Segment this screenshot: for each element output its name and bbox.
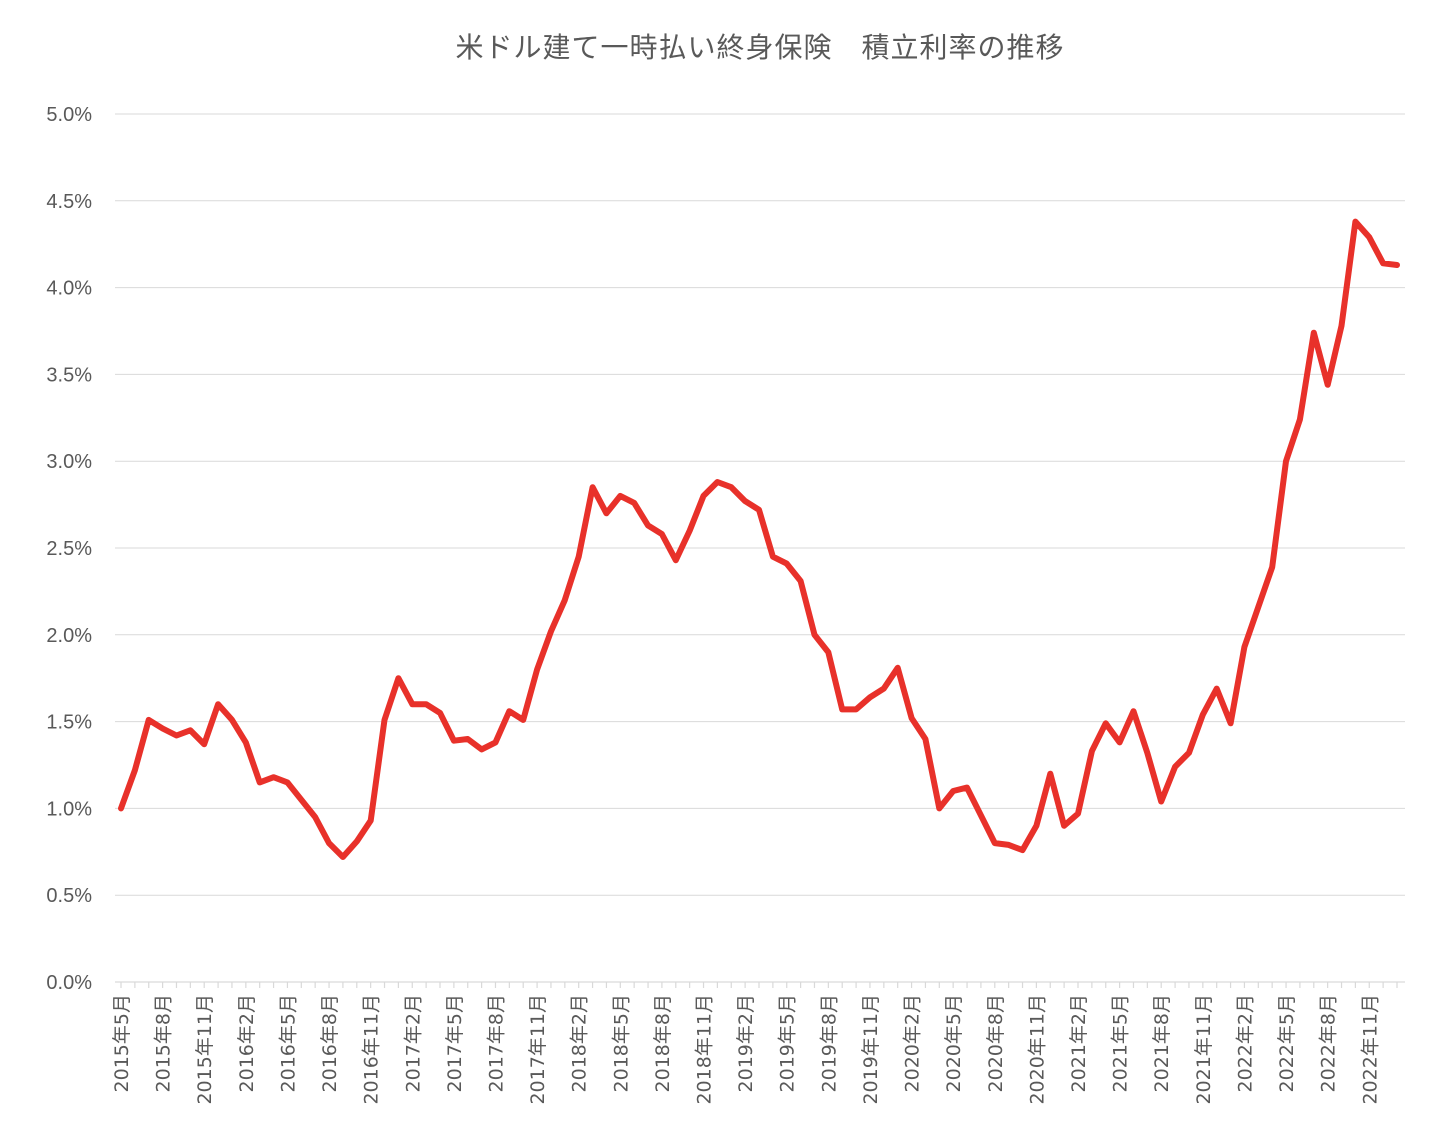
x-tick-label: 2021年11月 [1193, 994, 1215, 1105]
x-tick-label: 2018年5月 [610, 994, 632, 1092]
x-tick-label: 2016年11月 [361, 994, 383, 1105]
x-tick-label: 2019年2月 [735, 994, 757, 1092]
y-tick-label: 1.5% [46, 712, 92, 734]
x-tick-label: 2017年2月 [402, 994, 424, 1092]
x-tick-label: 2019年5月 [777, 994, 799, 1092]
y-tick-label: 2.5% [46, 538, 92, 560]
x-tick-label: 2018年2月 [569, 994, 591, 1092]
x-tick-label: 2020年5月 [943, 994, 965, 1092]
x-tick-label: 2015年8月 [153, 994, 175, 1092]
x-tick-label: 2015年11月 [194, 994, 216, 1105]
x-tick-label: 2022年5月 [1276, 994, 1298, 1092]
y-tick-label: 1.0% [46, 798, 92, 820]
x-tick-label: 2016年5月 [277, 994, 299, 1092]
x-tick-label: 2015年5月 [111, 994, 133, 1092]
x-tick-label: 2021年5月 [1110, 994, 1132, 1092]
y-tick-label: 4.0% [46, 278, 92, 300]
x-tick-label: 2020年2月 [902, 994, 924, 1092]
x-tick-label: 2017年11月 [527, 994, 549, 1105]
x-tick-label: 2019年8月 [818, 994, 840, 1092]
y-tick-label: 3.0% [46, 451, 92, 473]
x-tick-label: 2022年2月 [1234, 994, 1256, 1092]
y-tick-label: 4.5% [46, 191, 92, 213]
y-tick-label: 3.5% [46, 364, 92, 386]
y-tick-label: 5.0% [46, 104, 92, 126]
y-tick-label: 2.0% [46, 625, 92, 647]
x-tick-label: 2021年2月 [1068, 994, 1090, 1092]
x-tick-label: 2021年8月 [1151, 994, 1173, 1092]
x-tick-label: 2018年11月 [694, 994, 716, 1105]
x-tick-label: 2016年2月 [236, 994, 258, 1092]
x-tick-label: 2020年11月 [1026, 994, 1048, 1105]
series-line [118, 218, 1400, 860]
x-tick-label: 2022年8月 [1318, 994, 1340, 1092]
x-tick-label: 2017年5月 [444, 994, 466, 1092]
x-tick-label: 2022年11月 [1359, 994, 1381, 1105]
x-tick-label: 2019年11月 [860, 994, 882, 1105]
x-tick-label: 2016年8月 [319, 994, 341, 1092]
x-tick-label: 2017年8月 [485, 994, 507, 1092]
x-tick-label: 2018年8月 [652, 994, 674, 1092]
y-tick-label: 0.0% [46, 972, 92, 994]
y-tick-label: 0.5% [46, 885, 92, 907]
x-tick-label: 2020年8月 [985, 994, 1007, 1092]
chart-title: 米ドル建て一時払い終身保険 積立利率の推移 [455, 31, 1065, 64]
